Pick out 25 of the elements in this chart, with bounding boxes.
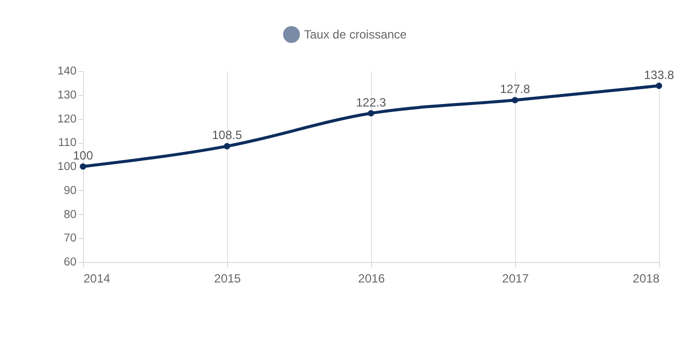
y-tick-label: 130 [57,89,76,102]
y-tick-label: 100 [57,161,76,173]
point [80,163,86,170]
y-tick-label: 80 [64,208,76,221]
y-tick-label: 90 [64,184,76,197]
x-tick-label: 2015 [214,272,242,286]
legend-label: Taux de croissance [304,28,408,42]
y-tick-label: 70 [64,232,76,245]
point [656,82,662,89]
data-label: 127.8 [500,82,530,96]
point [512,96,518,104]
data-label: 122.3 [356,95,386,110]
y-tick-label: 110 [58,137,76,150]
point [368,110,374,116]
y-tick-label: 60 [64,256,76,268]
x-tick-label: 2018 [632,272,660,286]
point [224,143,230,150]
x-tick-label: 2014 [84,272,111,286]
x-tick-label: 2017 [502,272,530,286]
data-label: 100 [72,148,94,162]
data-label: 108.5 [212,128,242,142]
y-tick-label: 140 [57,66,76,78]
data-label: 133.8 [644,68,674,82]
x-tick-label: 2016 [358,272,386,286]
y-tick-label: 120 [57,113,76,126]
